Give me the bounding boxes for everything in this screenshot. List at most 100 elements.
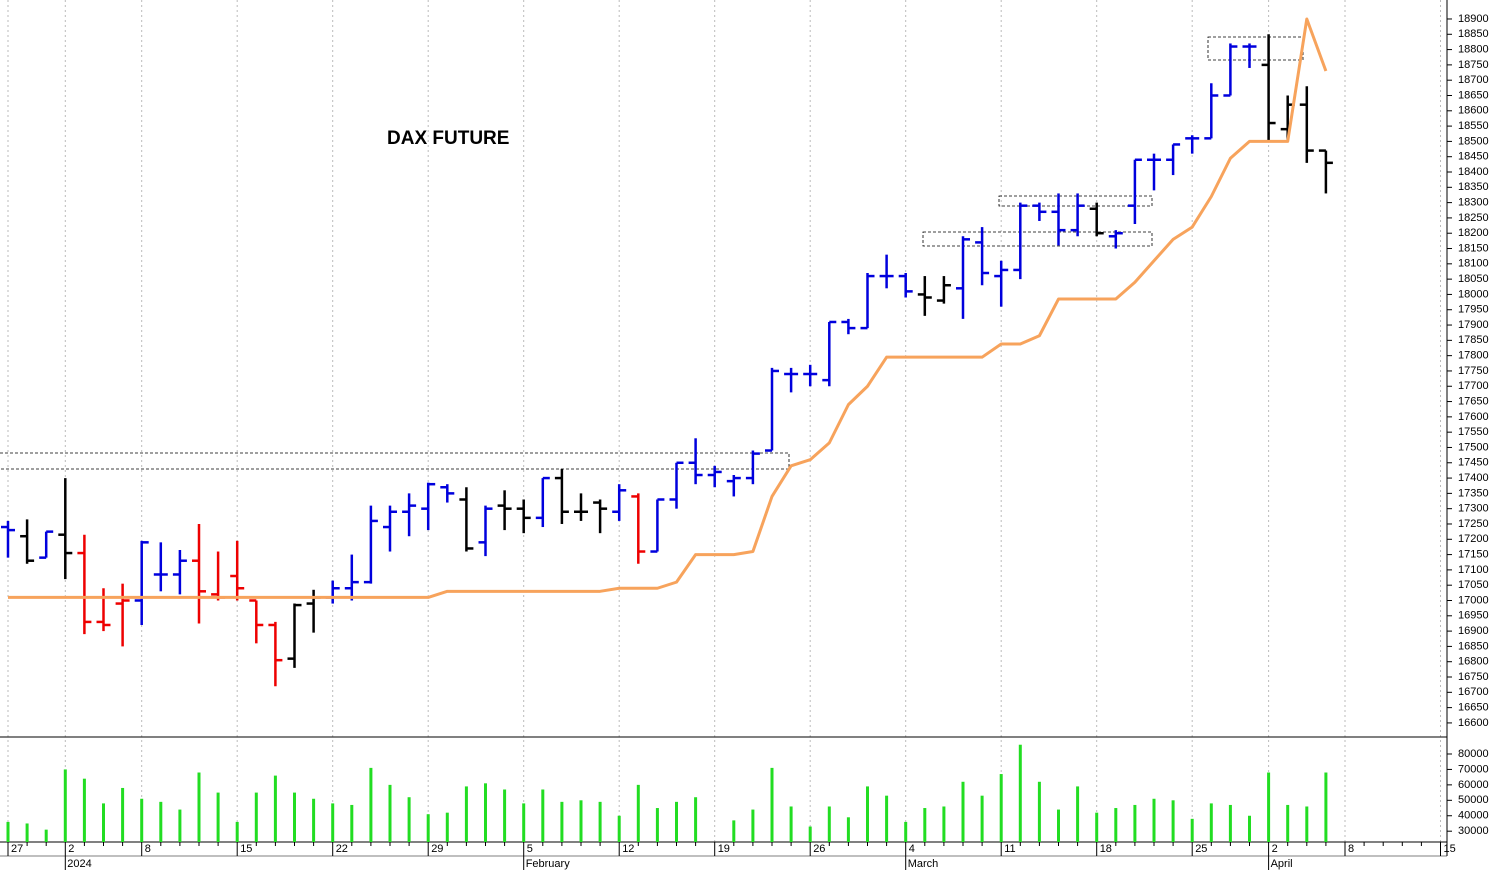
- volume-bar: [598, 801, 602, 842]
- y-tick-label: 18300: [1458, 197, 1489, 209]
- x-tick-label: 8: [145, 843, 151, 855]
- volume-bar: [293, 792, 296, 842]
- x-tick-label: 8: [1348, 843, 1354, 855]
- x-tick-label: 26: [813, 843, 825, 855]
- volume-bar: [904, 821, 908, 842]
- y-tick-label: 18900: [1458, 13, 1489, 25]
- volume-bar: [82, 778, 86, 842]
- zone-box: [998, 195, 1153, 207]
- volume-bar: [1305, 806, 1309, 842]
- volume-bar: [808, 826, 812, 842]
- volume-bar: [751, 809, 755, 842]
- volume-bar: [140, 798, 144, 842]
- x-tick-label: 15: [240, 843, 252, 855]
- chart-title: DAX FUTURE: [387, 128, 509, 149]
- x-tick-label: 12: [622, 843, 634, 855]
- volume-bar: [25, 823, 29, 842]
- volume-bar: [655, 808, 659, 842]
- volume-bar: [350, 804, 354, 842]
- zone-box: [922, 231, 1153, 247]
- volume-bar: [1057, 809, 1060, 842]
- volume-bar: [522, 803, 526, 842]
- volume-bar: [789, 806, 793, 842]
- y-tick-label: 18150: [1458, 242, 1489, 254]
- x-tick-label: 29: [431, 843, 443, 855]
- zone-box: [0, 452, 790, 470]
- stop-line: [8, 17, 1328, 599]
- y-tick-label: 16600: [1458, 717, 1489, 729]
- y-tick-label: 16850: [1458, 640, 1489, 652]
- volume-bar: [579, 800, 583, 842]
- volume-bar: [1267, 772, 1271, 842]
- volume-bar: [1037, 781, 1041, 842]
- x-tick-label: 2: [1272, 843, 1278, 855]
- y2-tick-label: 80000: [1458, 748, 1489, 760]
- y-tick-label: 17050: [1458, 579, 1489, 591]
- volume-bar: [541, 789, 545, 842]
- y2-tick-label: 70000: [1458, 763, 1489, 775]
- x-tick-label: 19: [718, 843, 730, 855]
- y-tick-label: 18250: [1458, 212, 1489, 224]
- volume-bar: [1286, 804, 1290, 842]
- y-tick-label: 17650: [1458, 395, 1489, 407]
- volume-bar: [44, 829, 48, 842]
- period-label: March: [908, 858, 939, 870]
- period-label: February: [526, 858, 571, 870]
- y2-tick-label: 40000: [1458, 810, 1489, 822]
- grid: [7, 0, 1441, 842]
- volume-bar: [617, 815, 621, 842]
- y-tick-label: 18850: [1458, 28, 1489, 40]
- y2-tick-label: 30000: [1458, 825, 1489, 837]
- volume-bar: [178, 809, 182, 842]
- volume-bar: [885, 795, 889, 842]
- y-tick-label: 17000: [1458, 594, 1489, 606]
- volume-bar: [1095, 812, 1099, 842]
- volume-bar: [866, 786, 869, 842]
- y-tick-label: 18350: [1458, 181, 1489, 193]
- x-tick-label: 11: [1004, 843, 1015, 855]
- y-tick-label: 17900: [1458, 319, 1489, 331]
- y-tick-label: 17500: [1458, 441, 1489, 453]
- volume-bar: [1076, 786, 1080, 842]
- y2-tick-label: 60000: [1458, 779, 1489, 791]
- volume-bar: [942, 806, 946, 842]
- volume-bar: [636, 784, 640, 842]
- x-tick-label: 2: [68, 843, 74, 855]
- y-tick-label: 16650: [1458, 702, 1489, 714]
- volume-bar: [197, 772, 201, 842]
- volume-bar: [770, 767, 774, 842]
- volume-bar: [63, 769, 67, 842]
- volume-bar: [464, 786, 468, 842]
- y-tick-label: 17350: [1458, 487, 1489, 499]
- volume-bar: [312, 798, 316, 842]
- volume-bar: [102, 803, 105, 842]
- volume-bar: [407, 797, 411, 842]
- volume-bar: [484, 783, 487, 842]
- volume-bar: [273, 775, 277, 842]
- volume-bar: [1133, 804, 1137, 842]
- volume-bar: [503, 789, 507, 842]
- y-tick-label: 17200: [1458, 533, 1489, 545]
- volume-bar: [732, 820, 736, 842]
- x-tick-label: 4: [909, 843, 915, 855]
- y-tick-label: 16900: [1458, 625, 1489, 637]
- volume-bar: [6, 821, 10, 842]
- x-tick-label: 25: [1195, 843, 1207, 855]
- volume-bar: [1190, 818, 1194, 842]
- volume-bar: [369, 767, 373, 842]
- volume-bar: [1324, 772, 1328, 842]
- y-tick-label: 17100: [1458, 564, 1489, 576]
- volume-bar: [827, 806, 831, 842]
- volume-bar: [1152, 798, 1156, 842]
- volume-bar: [121, 787, 125, 842]
- period-label: 2024: [67, 858, 91, 870]
- volume-bar: [216, 792, 220, 842]
- volume-bar: [961, 781, 965, 842]
- y-tick-label: 17450: [1458, 457, 1489, 469]
- y-tick-label: 17750: [1458, 365, 1489, 377]
- volume-bar: [694, 797, 698, 842]
- volume-bar: [1114, 808, 1118, 842]
- y-tick-label: 18000: [1458, 288, 1489, 300]
- volume-bar: [254, 792, 258, 842]
